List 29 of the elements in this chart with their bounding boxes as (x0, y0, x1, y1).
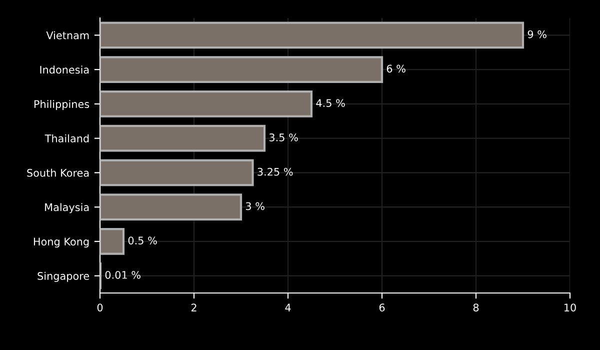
bar (100, 22, 524, 49)
bar (100, 56, 384, 83)
y-tick-label: Vietnam (46, 31, 89, 40)
data-label: 9 % (528, 30, 546, 38)
y-tick-label: Thailand (44, 134, 89, 142)
x-tick-label: 8 (473, 304, 479, 312)
y-tick-label: Singapore (38, 272, 90, 282)
data-label: 3.5 % (269, 133, 298, 142)
data-label: 3 % (246, 202, 264, 210)
bar (100, 90, 313, 118)
y-tick-label: Hong Kong (34, 238, 89, 248)
y-tick-label: Indonesia (40, 66, 89, 74)
data-label: 0.5 % (128, 236, 157, 244)
y-tick-label: South Korea (27, 168, 89, 177)
bar (100, 194, 242, 220)
x-tick-label: 2 (191, 304, 196, 312)
x-tick-label: 0 (97, 304, 103, 312)
bar (100, 159, 254, 186)
bar (100, 228, 125, 255)
x-tick-label: 6 (379, 304, 385, 312)
data-label: 0.01 % (105, 270, 140, 279)
x-tick-label: 10 (564, 304, 576, 312)
y-tick-label: Malaysia (45, 203, 89, 214)
y-tick-label: Philippines (34, 100, 90, 110)
data-label: 6 % (386, 64, 406, 73)
x-tick-label: 4 (285, 304, 291, 312)
data-label: 3.25 % (258, 168, 293, 176)
data-label: 4.5 % (316, 99, 345, 107)
bar (100, 124, 266, 152)
